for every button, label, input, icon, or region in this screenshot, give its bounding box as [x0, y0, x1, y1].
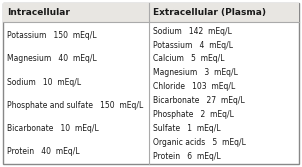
Text: Calcium   5  mEq/L: Calcium 5 mEq/L	[153, 54, 225, 63]
Text: Chloride   103  mEq/L: Chloride 103 mEq/L	[153, 82, 236, 91]
Text: Organic acids   5  mEq/L: Organic acids 5 mEq/L	[153, 138, 246, 147]
Text: Magnesium   40  mEq/L: Magnesium 40 mEq/L	[7, 54, 97, 63]
Text: Protein   6  mEq/L: Protein 6 mEq/L	[153, 152, 221, 160]
Text: Protein   40  mEq/L: Protein 40 mEq/L	[7, 147, 80, 156]
Text: Bicarbonate   10  mEq/L: Bicarbonate 10 mEq/L	[7, 124, 99, 133]
Text: Intracellular: Intracellular	[7, 8, 70, 17]
Text: Bicarbonate   27  mEq/L: Bicarbonate 27 mEq/L	[153, 96, 245, 105]
Text: Magnesium   3  mEq/L: Magnesium 3 mEq/L	[153, 68, 238, 77]
Text: Phosphate and sulfate   150  mEq/L: Phosphate and sulfate 150 mEq/L	[7, 101, 143, 110]
Text: Sulfate   1  mEq/L: Sulfate 1 mEq/L	[153, 124, 221, 133]
Text: Potassium   4  mEq/L: Potassium 4 mEq/L	[153, 41, 233, 50]
Text: Extracellular (Plasma): Extracellular (Plasma)	[153, 8, 266, 17]
Bar	[3, 3, 299, 22]
Text: Potassium   150  mEq/L: Potassium 150 mEq/L	[7, 31, 97, 40]
Text: Phosphate   2  mEq/L: Phosphate 2 mEq/L	[153, 110, 234, 119]
Text: Sodium   10  mEq/L: Sodium 10 mEq/L	[7, 77, 81, 87]
Text: Sodium   142  mEq/L: Sodium 142 mEq/L	[153, 27, 232, 36]
